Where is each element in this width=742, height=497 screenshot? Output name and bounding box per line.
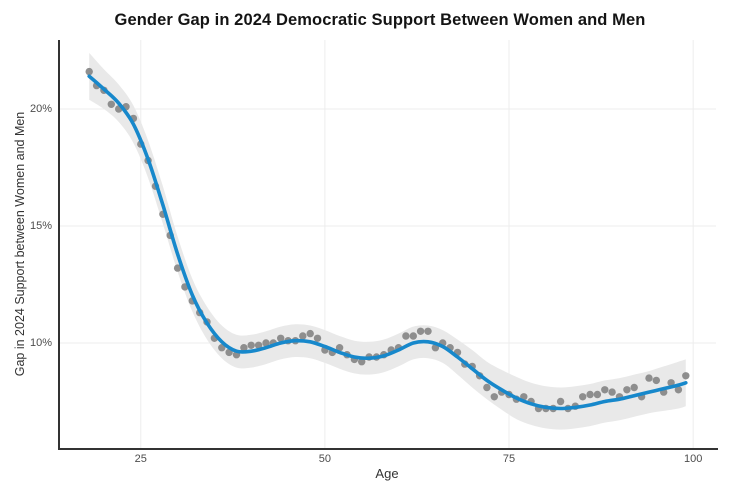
chart-title: Gender Gap in 2024 Democratic Support Be…	[114, 11, 646, 29]
data-point	[262, 339, 270, 347]
data-point	[645, 374, 653, 382]
confidence-band	[89, 52, 686, 430]
y-tick-label: 15%	[29, 219, 52, 232]
data-point	[306, 329, 314, 338]
data-point	[601, 386, 609, 394]
data-point	[483, 383, 491, 392]
x-tick-label: 75	[502, 453, 516, 465]
data-point	[623, 386, 631, 394]
data-point	[299, 332, 307, 340]
data-point	[579, 393, 587, 401]
x-tick-label: 25	[134, 453, 147, 465]
data-point	[490, 393, 498, 401]
y-tick-label: 10%	[29, 336, 52, 349]
axes	[58, 40, 718, 450]
data-point	[313, 334, 322, 342]
data-point	[630, 383, 638, 392]
data-point	[247, 341, 255, 349]
trend-line	[87, 74, 688, 411]
data-point	[254, 341, 263, 349]
data-point	[107, 100, 116, 109]
data-point	[335, 344, 344, 352]
data-point	[652, 376, 660, 385]
data-point	[593, 390, 602, 399]
data-point	[416, 327, 425, 335]
data-point	[424, 327, 432, 335]
data-point	[409, 332, 417, 340]
data-point	[608, 388, 616, 396]
x-axis-title: Age	[375, 466, 399, 481]
data-point	[586, 390, 594, 399]
data-point	[173, 264, 182, 272]
data-point	[682, 372, 690, 380]
data-point	[402, 332, 410, 340]
x-tick-label: 50	[318, 453, 332, 465]
data-point	[277, 334, 285, 342]
data-point	[674, 386, 683, 394]
data-point	[85, 67, 93, 76]
x-tick-label: 100	[683, 453, 703, 465]
data-point	[556, 397, 565, 406]
y-tick-label: 20%	[29, 102, 52, 115]
data-point	[240, 344, 248, 352]
